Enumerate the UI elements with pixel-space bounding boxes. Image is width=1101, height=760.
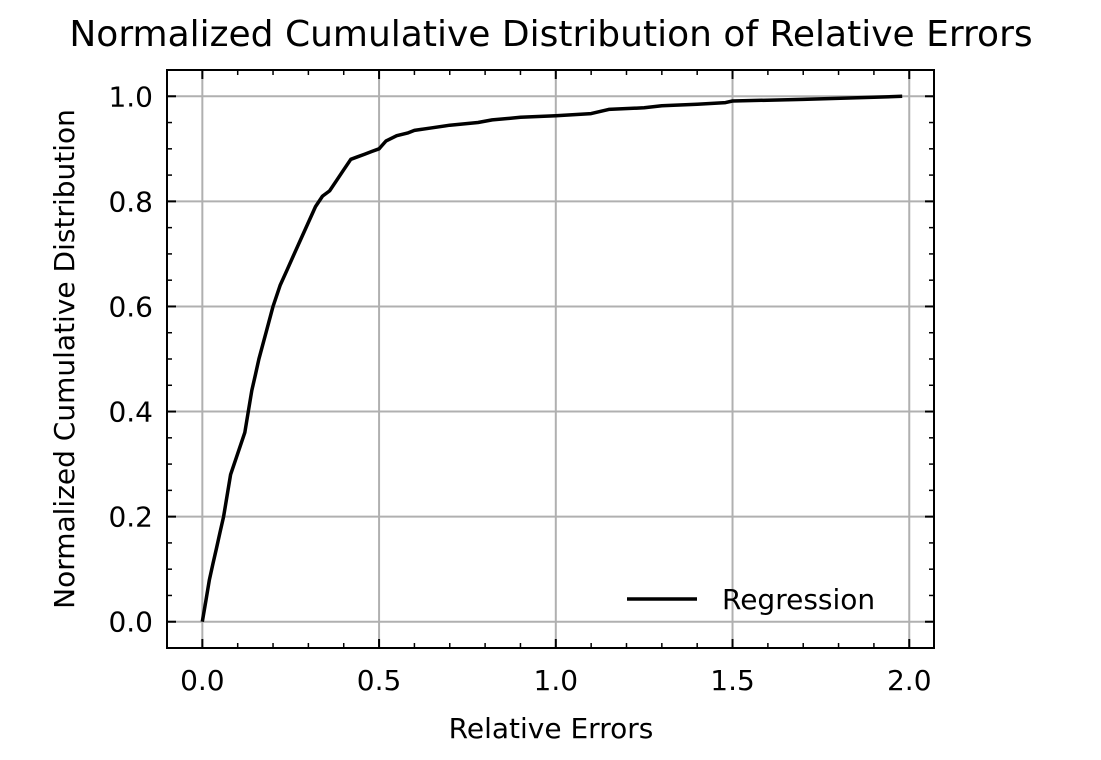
- y-tick-label-3: 0.6: [108, 290, 153, 323]
- y-tick-label-5: 1.0: [108, 80, 153, 113]
- legend-label-regression: Regression: [722, 583, 875, 616]
- x-tick-label-0: 0.0: [180, 664, 225, 697]
- legend: Regression: [627, 583, 875, 616]
- grid-lines: [167, 70, 934, 648]
- y-tick-labels: 0.0 0.2 0.4 0.6 0.8 1.0: [108, 80, 153, 638]
- y-tick-label-4: 0.8: [108, 185, 153, 218]
- series-group: [200, 94, 903, 622]
- x-tick-label-3: 1.5: [710, 664, 755, 697]
- x-tick-label-1: 0.5: [357, 664, 402, 697]
- y-tick-label-1: 0.2: [108, 501, 153, 534]
- x-tick-labels: 0.0 0.5 1.0 1.5 2.0: [180, 664, 931, 697]
- y-tick-label-0: 0.0: [108, 606, 153, 639]
- y-axis-label: Normalized Cumulative Distribution: [48, 109, 81, 609]
- x-axis-label: Relative Errors: [449, 712, 654, 745]
- x-tick-label-2: 1.0: [534, 664, 579, 697]
- series-line-regression: [200, 94, 903, 622]
- chart-title: Normalized Cumulative Distribution of Re…: [69, 14, 1032, 55]
- plot-frame: [166, 69, 935, 649]
- axis-ticks: [166, 69, 934, 649]
- x-tick-label-4: 2.0: [887, 664, 932, 697]
- y-tick-label-2: 0.4: [108, 396, 153, 429]
